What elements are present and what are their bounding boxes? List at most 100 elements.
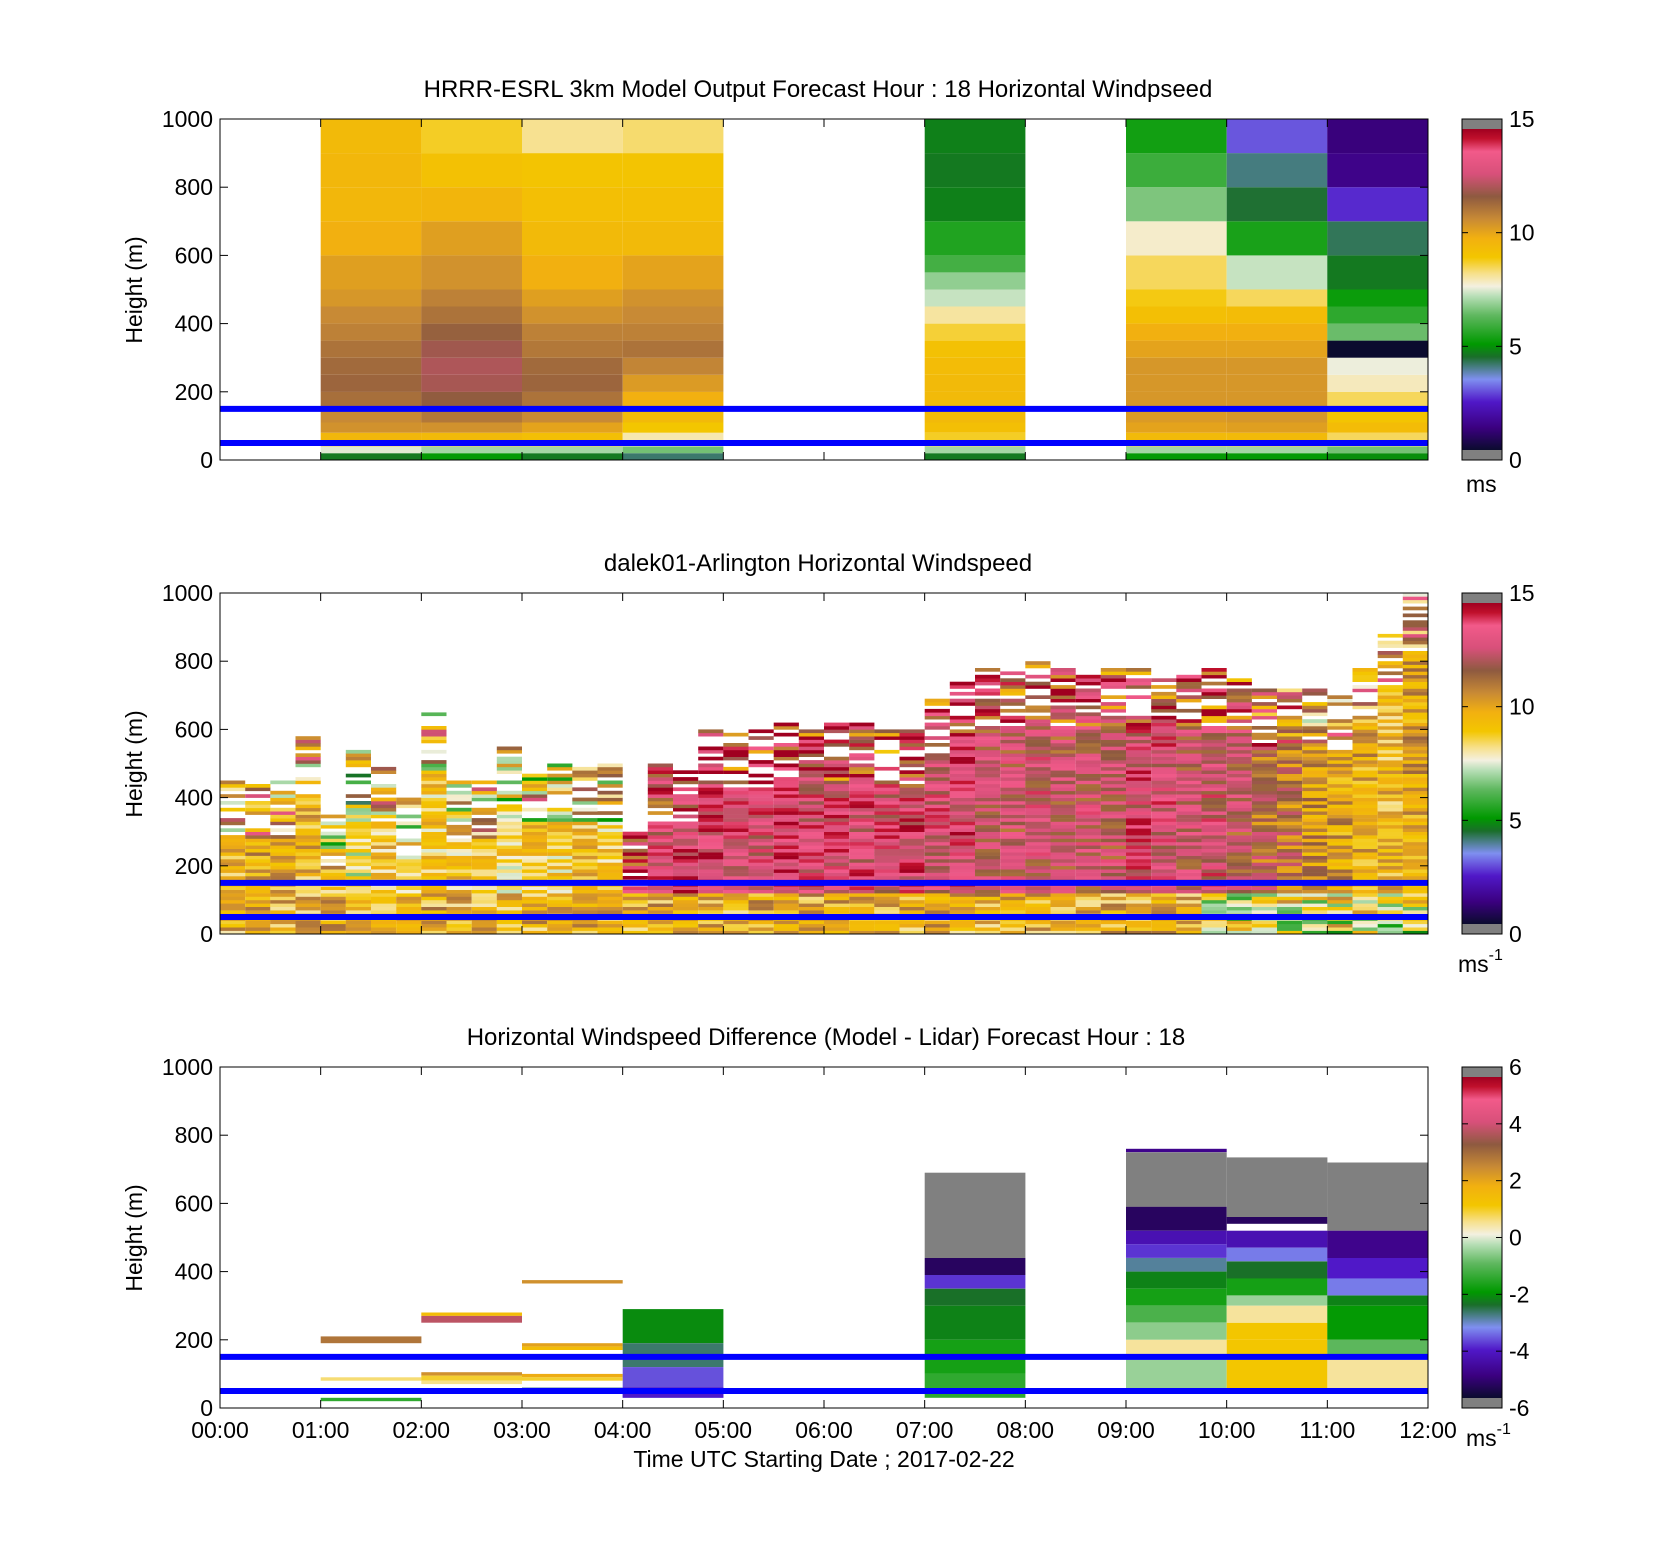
heatmap-cell	[371, 807, 397, 812]
model-reference-lines	[220, 405, 1428, 446]
heatmap-cell	[371, 927, 397, 931]
heatmap-cell	[1050, 780, 1076, 785]
heatmap-cell	[673, 797, 699, 802]
heatmap-cell	[849, 869, 875, 873]
heatmap-cell	[1100, 719, 1126, 723]
heatmap-cell	[446, 899, 472, 904]
heatmap-cell	[1075, 773, 1101, 778]
heatmap-cell	[1377, 848, 1403, 853]
heatmap-cell	[798, 889, 824, 894]
heatmap-cell	[1277, 896, 1303, 901]
heatmap-cell	[1352, 722, 1378, 727]
heatmap-cell	[320, 446, 422, 454]
heatmap-cell	[597, 797, 623, 802]
heatmap-cell	[1100, 841, 1126, 846]
heatmap-cell	[1151, 790, 1177, 795]
heatmap-cell	[949, 869, 975, 873]
heatmap-cell	[1251, 770, 1277, 774]
heatmap-cell	[748, 876, 774, 880]
heatmap-cell	[924, 814, 950, 819]
heatmap-cell	[1352, 818, 1378, 822]
heatmap-cell	[1402, 773, 1428, 778]
heatmap-cell	[1100, 920, 1126, 925]
heatmap-cell	[748, 903, 774, 907]
heatmap-cell	[874, 794, 900, 798]
heatmap-cell	[572, 797, 598, 802]
heatmap-cell	[522, 408, 623, 423]
heatmap-cell	[295, 794, 321, 798]
heatmap-cell	[798, 841, 824, 846]
heatmap-cell	[1226, 855, 1252, 860]
heatmap-cell	[824, 773, 850, 778]
heatmap-cell	[371, 845, 397, 849]
heatmap-cell	[345, 886, 371, 890]
heatmap-cell	[1151, 702, 1177, 706]
heatmap-cell	[1050, 749, 1076, 754]
heatmap-cell	[798, 930, 824, 935]
heatmap-cell	[496, 746, 522, 751]
heatmap-cell	[597, 930, 623, 935]
heatmap-cell	[924, 722, 950, 727]
heatmap-cell	[446, 869, 472, 873]
heatmap-cell	[622, 852, 648, 856]
heatmap-cell	[1277, 746, 1303, 751]
heatmap-cell	[1176, 756, 1202, 761]
heatmap-cell	[1302, 841, 1328, 846]
heatmap-cell	[295, 814, 321, 819]
heatmap-cell	[1050, 688, 1076, 693]
heatmap-cell	[1176, 845, 1202, 849]
heatmap-cell	[824, 841, 850, 846]
heatmap-cell	[874, 930, 900, 935]
heatmap-cell	[824, 859, 850, 863]
heatmap-cell	[924, 841, 950, 846]
heatmap-cell	[723, 797, 749, 802]
heatmap-cell	[270, 828, 296, 832]
heatmap-cell	[1050, 818, 1076, 822]
heatmap-cell	[1126, 323, 1227, 341]
heatmap-cell	[1201, 695, 1227, 699]
heatmap-cell	[1075, 828, 1101, 832]
heatmap-cell	[647, 859, 673, 863]
heatmap-cell	[1226, 453, 1328, 460]
heatmap-cell	[345, 859, 371, 863]
heatmap-cell	[270, 869, 296, 873]
heatmap-cell	[295, 910, 321, 914]
heatmap-cell	[245, 896, 271, 901]
heatmap-cell	[345, 872, 371, 877]
heatmap-cell	[1251, 838, 1277, 843]
heatmap-cell	[1402, 651, 1428, 655]
heatmap-cell	[1075, 889, 1101, 894]
heatmap-cell	[320, 374, 422, 392]
heatmap-cell	[446, 848, 472, 853]
heatmap-cell	[1402, 903, 1428, 907]
heatmap-cell	[1352, 872, 1378, 877]
heatmap-cell	[446, 811, 472, 815]
heatmap-cell	[1251, 876, 1277, 880]
heatmap-cell	[320, 255, 422, 290]
heatmap-cell	[975, 899, 1001, 904]
heatmap-cell	[924, 910, 950, 914]
heatmap-cell	[547, 865, 573, 870]
heatmap-cell	[673, 807, 699, 812]
heatmap-cell	[1277, 807, 1303, 812]
heatmap-cell	[1377, 698, 1403, 703]
heatmap-cell	[1327, 831, 1353, 836]
heatmap-cell	[1352, 910, 1378, 914]
heatmap-cell	[899, 841, 925, 846]
heatmap-cell	[547, 869, 573, 873]
heatmap-cell	[295, 852, 321, 856]
heatmap-cell	[1176, 726, 1202, 730]
heatmap-cell	[824, 886, 850, 890]
heatmap-cell	[1151, 770, 1177, 774]
heatmap-cell	[1025, 876, 1051, 880]
heatmap-cell	[1377, 719, 1403, 723]
heatmap-cell	[1000, 886, 1026, 890]
heatmap-cell	[1327, 1162, 1428, 1231]
heatmap-cell	[949, 859, 975, 863]
heatmap-cell	[773, 732, 799, 737]
heatmap-cell	[345, 801, 371, 805]
y-tick-label: 0	[200, 447, 213, 473]
heatmap-cell	[1025, 777, 1051, 781]
heatmap-cell	[1402, 708, 1428, 713]
heatmap-cell	[295, 903, 321, 907]
